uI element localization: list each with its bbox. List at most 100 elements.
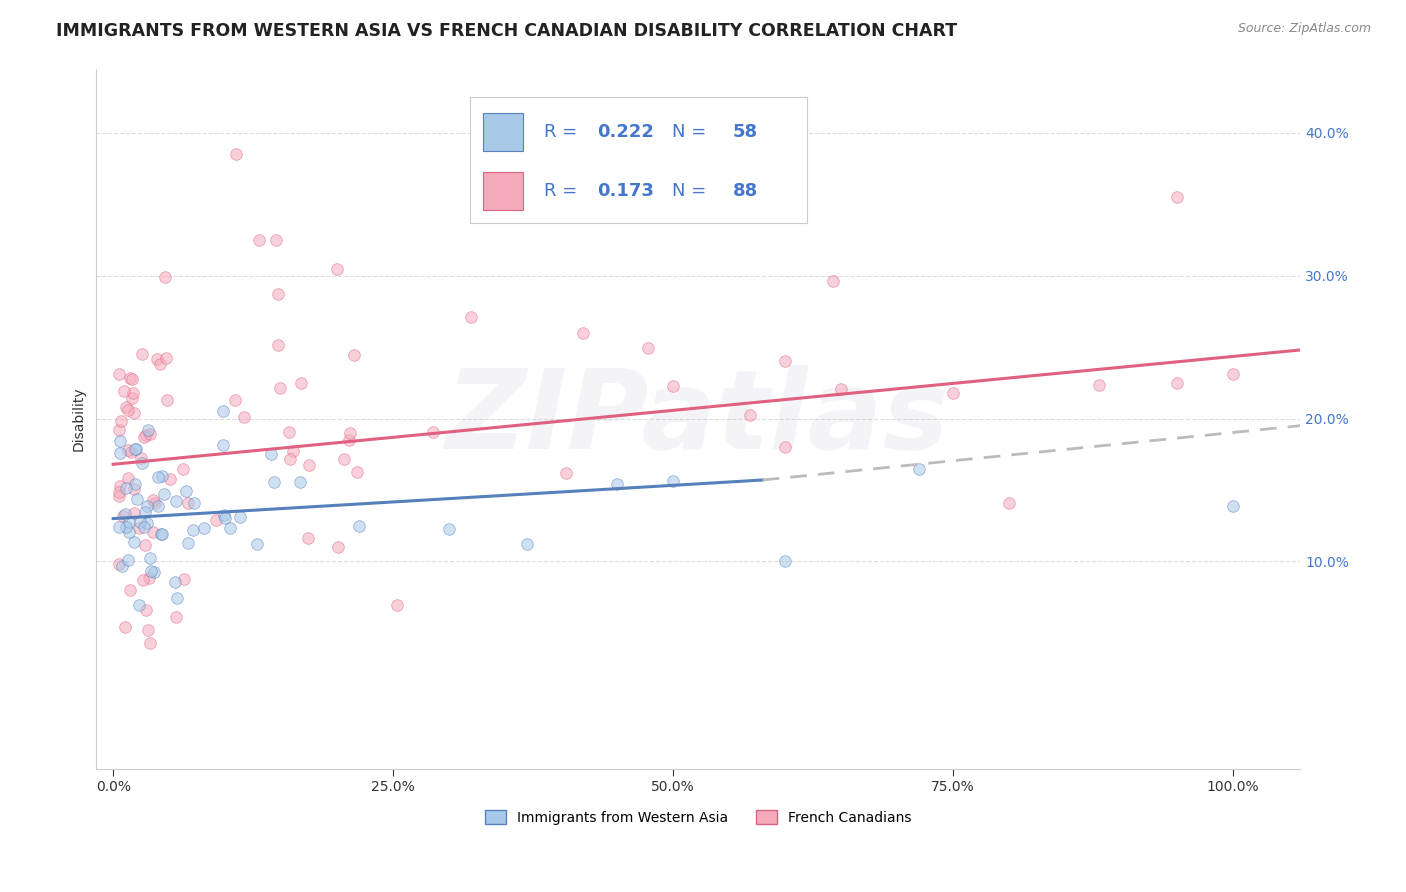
Point — [128, 598, 150, 612]
Point — [278, 451, 301, 466]
Point — [139, 427, 162, 442]
Point — [264, 233, 287, 247]
Point — [134, 506, 156, 520]
Point — [232, 409, 254, 424]
Point — [830, 382, 852, 396]
Point — [606, 477, 628, 491]
Point — [149, 526, 172, 541]
Point — [1166, 190, 1188, 204]
Point — [150, 469, 173, 483]
Point — [118, 525, 141, 540]
Point — [211, 438, 233, 452]
Legend: Immigrants from Western Asia, French Canadians: Immigrants from Western Asia, French Can… — [485, 810, 911, 825]
Point — [114, 620, 136, 634]
Point — [343, 348, 366, 362]
Point — [942, 386, 965, 401]
Point — [437, 522, 460, 536]
Point — [111, 508, 134, 523]
Point — [120, 445, 142, 459]
Point — [333, 452, 356, 467]
Point — [135, 603, 157, 617]
Point — [908, 461, 931, 475]
Point — [117, 442, 139, 457]
Point — [107, 484, 129, 499]
Point — [176, 536, 198, 550]
Point — [129, 515, 152, 529]
Point — [219, 521, 242, 535]
Point — [117, 403, 139, 417]
Point — [120, 583, 142, 598]
Point — [773, 354, 796, 368]
Point — [117, 553, 139, 567]
Point — [115, 520, 138, 534]
Point — [142, 492, 165, 507]
Point — [247, 233, 270, 247]
Point — [278, 425, 301, 439]
Point — [117, 471, 139, 485]
Point — [297, 531, 319, 545]
Point — [298, 458, 321, 472]
Point — [572, 326, 595, 340]
Point — [132, 520, 155, 534]
Point — [135, 427, 157, 442]
Point — [122, 385, 145, 400]
Point — [135, 516, 157, 531]
Point — [283, 444, 305, 458]
Point — [998, 496, 1021, 510]
Text: Source: ZipAtlas.com: Source: ZipAtlas.com — [1237, 22, 1371, 36]
Point — [131, 346, 153, 360]
Point — [112, 384, 135, 399]
Point — [155, 351, 177, 365]
Point — [136, 423, 159, 437]
Point — [149, 357, 172, 371]
Point — [165, 494, 187, 508]
Point — [122, 506, 145, 520]
Point — [134, 537, 156, 551]
Point — [139, 551, 162, 566]
Point — [124, 482, 146, 496]
Point — [339, 425, 361, 440]
Point — [181, 523, 204, 537]
Point — [146, 470, 169, 484]
Point — [107, 520, 129, 534]
Point — [821, 274, 844, 288]
Point — [143, 496, 166, 510]
Point — [128, 521, 150, 535]
Point — [212, 404, 235, 418]
Point — [111, 559, 134, 574]
Point — [122, 406, 145, 420]
Point — [166, 591, 188, 605]
Point — [773, 554, 796, 568]
Point — [229, 509, 252, 524]
Point — [212, 508, 235, 523]
Point — [269, 381, 291, 395]
Point — [153, 269, 176, 284]
Point — [516, 537, 538, 551]
Point — [159, 472, 181, 486]
Point — [143, 565, 166, 579]
Point — [183, 496, 205, 510]
Point — [1166, 376, 1188, 390]
Point — [121, 372, 143, 386]
Point — [146, 352, 169, 367]
Point — [124, 477, 146, 491]
Point — [349, 518, 371, 533]
Point — [385, 599, 408, 613]
Point — [193, 521, 215, 535]
Point — [107, 423, 129, 437]
Point — [288, 475, 311, 489]
Point — [135, 499, 157, 513]
Point — [139, 635, 162, 649]
Point — [225, 147, 247, 161]
Point — [136, 623, 159, 637]
Text: ZIPatlas: ZIPatlas — [446, 365, 950, 472]
Point — [152, 487, 174, 501]
Point — [131, 456, 153, 470]
Point — [131, 451, 153, 466]
Point — [138, 571, 160, 585]
Point — [738, 408, 761, 422]
Point — [422, 425, 444, 439]
Point — [1087, 377, 1109, 392]
Point — [290, 376, 312, 390]
Point — [224, 393, 246, 408]
